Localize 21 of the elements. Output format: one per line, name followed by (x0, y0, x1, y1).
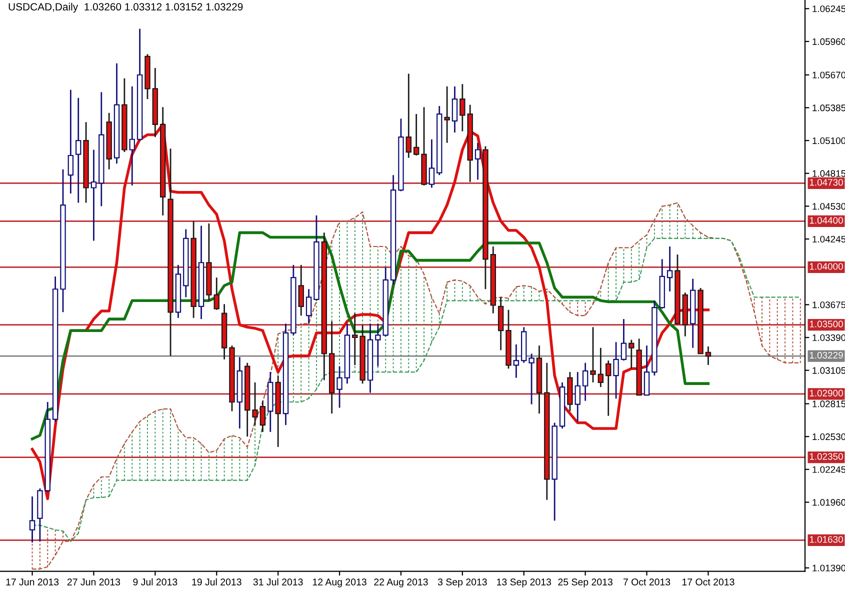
x-tick-label: 13 Sep 2013 (497, 578, 552, 588)
x-tick-label: 19 Jul 2013 (192, 578, 242, 586)
ref-line-label: 1.04400 (810, 217, 843, 224)
x-tick-label: 31 Jul 2013 (253, 578, 303, 586)
x-tick-label: 12 Aug 2013 (312, 578, 366, 588)
x-tick-label: 27 Jun 2013 (67, 578, 120, 586)
ref-line-label: 1.04000 (810, 263, 843, 270)
ref-line-label: 1.04730 (810, 178, 843, 186)
ref-line-label: 1.01630 (810, 536, 843, 543)
ref-line-label: 1.03500 (810, 320, 843, 328)
x-tick-label: 9 Jul 2013 (133, 578, 178, 586)
x-tick-label: 7 Oct 2013 (623, 578, 670, 586)
ref-line-label: 1.02350 (810, 453, 843, 460)
chart-title: USDCAD,Daily 1.03260 1.03312 1.03152 1.03229 (8, 2, 243, 13)
x-tick-label: 17 Jun 2013 (6, 578, 59, 586)
x-tick-label: 25 Sep 2013 (558, 578, 612, 588)
x-tick-label: 22 Aug 2013 (374, 578, 428, 588)
x-tick-label: 17 Oct 2013 (682, 578, 734, 586)
x-tick-label: 3 Sep 2013 (438, 578, 487, 588)
ref-line-label: 1.02900 (810, 390, 843, 396)
ref-line-label: 1.03229 (810, 352, 843, 359)
